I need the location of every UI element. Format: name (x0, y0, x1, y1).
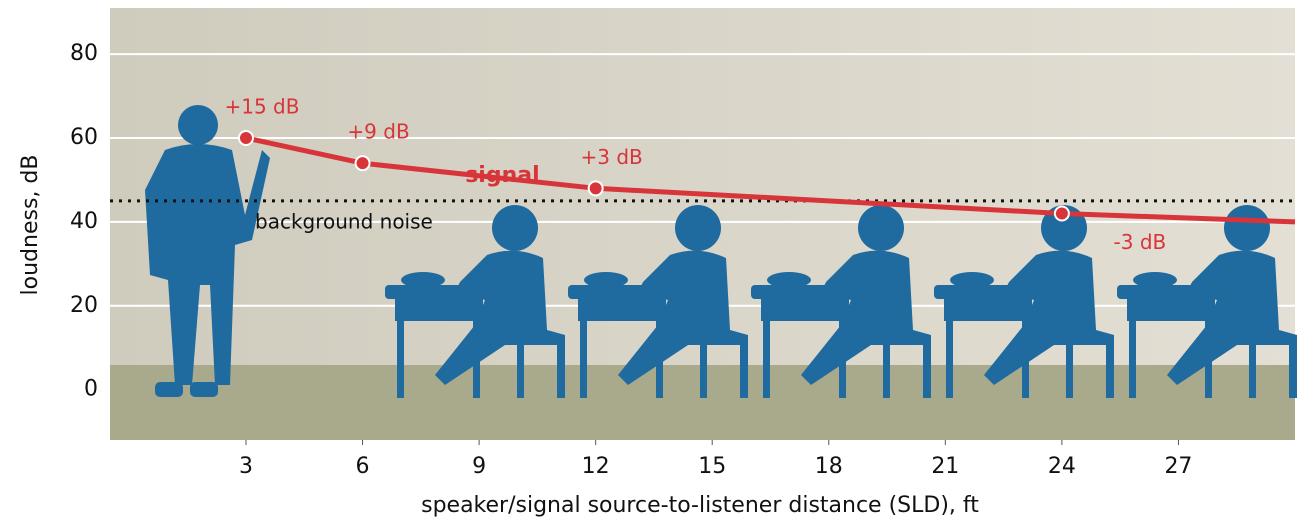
signal-point (589, 181, 603, 195)
annotation: +15 dB (224, 95, 299, 119)
x-tick-label: 15 (698, 454, 726, 479)
x-tick-label: 6 (356, 454, 370, 479)
y-tick-label: 20 (70, 293, 98, 318)
annotation: +9 dB (347, 120, 409, 144)
chart: loudness, dB speaker/signal source-to-li… (0, 0, 1302, 525)
desk-front (395, 299, 483, 321)
desk-front (1127, 299, 1215, 321)
desk-item (401, 272, 445, 288)
signal-point (1055, 207, 1069, 221)
chair-leg (1066, 340, 1073, 398)
desk-front (578, 299, 666, 321)
desk-front (944, 299, 1032, 321)
x-tick-label: 18 (815, 454, 843, 479)
series-label: signal (465, 163, 539, 188)
signal-point (239, 131, 253, 145)
student-head (1224, 205, 1270, 251)
y-tick-label: 0 (84, 377, 98, 402)
x-tick-label: 27 (1164, 454, 1192, 479)
x-tick-label: 21 (931, 454, 959, 479)
desk-leg (580, 320, 587, 398)
student-head (675, 205, 721, 251)
desk-leg (1129, 320, 1136, 398)
noise-label: background noise (255, 209, 433, 233)
chair-leg (517, 340, 524, 398)
y-tick-label: 40 (70, 209, 98, 234)
desk-item (584, 272, 628, 288)
signal-point (356, 156, 370, 170)
chair-leg (1249, 340, 1256, 398)
x-axis-label: speaker/signal source-to-listener distan… (421, 493, 979, 518)
student-head (858, 205, 904, 251)
desk-item (767, 272, 811, 288)
chair-leg (700, 340, 707, 398)
student-head (492, 205, 538, 251)
x-tick-label: 24 (1048, 454, 1076, 479)
y-tick-label: 60 (70, 125, 98, 150)
desk-front (761, 299, 849, 321)
chair-leg (883, 340, 890, 398)
x-tick-label: 3 (239, 454, 253, 479)
x-tick-label: 12 (582, 454, 610, 479)
y-axis-label: loudness, dB (18, 155, 43, 296)
annotation: -3 dB (1114, 230, 1167, 254)
desk-item (950, 272, 994, 288)
page: loudness, dB speaker/signal source-to-li… (0, 0, 1302, 525)
x-tick-label: 9 (472, 454, 486, 479)
desk-leg (946, 320, 953, 398)
y-tick-label: 80 (70, 41, 98, 66)
annotation: +3 dB (581, 145, 643, 169)
desk-leg (763, 320, 770, 398)
desk-leg (397, 320, 404, 398)
desk-item (1133, 272, 1177, 288)
